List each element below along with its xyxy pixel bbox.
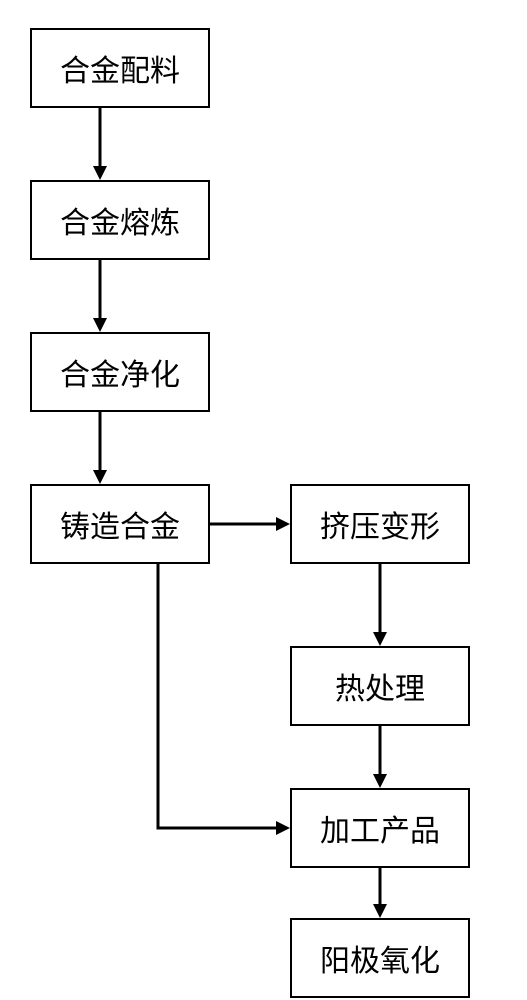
flowchart-node-n7: 加工产品 xyxy=(290,788,470,868)
flowchart-node-n2: 合金熔炼 xyxy=(30,180,210,260)
flowchart-node-n6: 热处理 xyxy=(290,646,470,726)
flowchart-node-n4: 铸造合金 xyxy=(30,484,210,564)
flowchart-node-n1: 合金配料 xyxy=(30,28,210,108)
flowchart-node-n8: 阳极氧化 xyxy=(290,918,470,998)
flowchart-node-n5: 挤压变形 xyxy=(290,484,470,564)
flowchart-node-n3: 合金净化 xyxy=(30,332,210,412)
